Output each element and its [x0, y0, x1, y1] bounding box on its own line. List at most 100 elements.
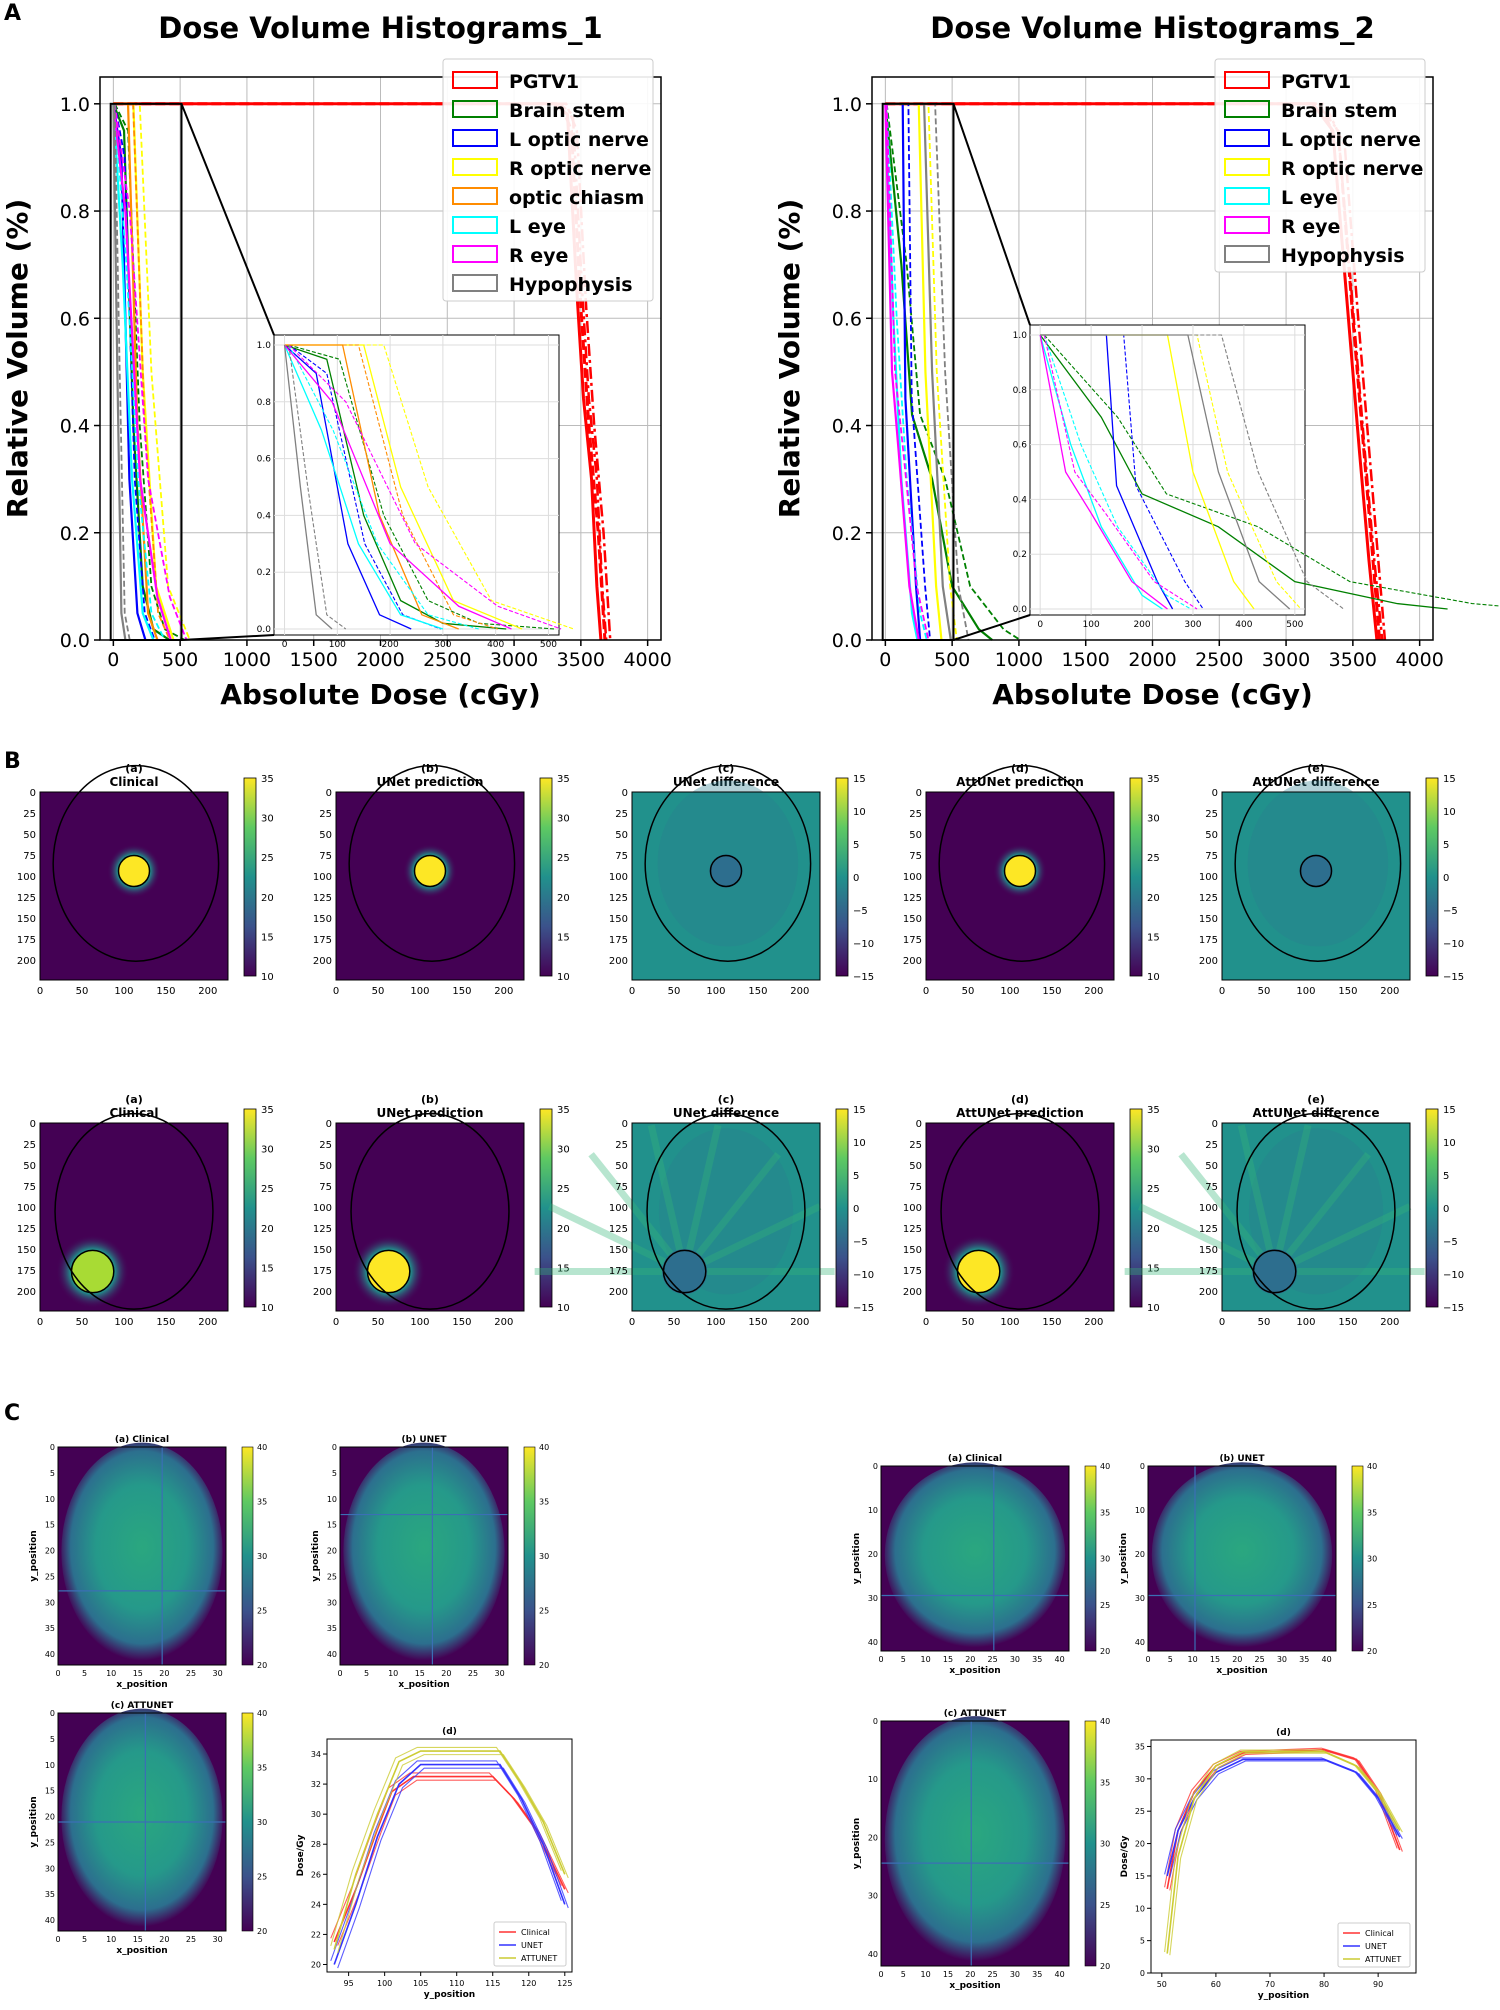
- map-x-tick: 50: [962, 986, 975, 997]
- map-x-tick: 0: [1145, 1655, 1150, 1664]
- map-y-tick: 150: [903, 1245, 922, 1256]
- tumor-high-dose: [71, 1250, 114, 1293]
- difference-ray: [1237, 1124, 1279, 1273]
- map-x-tick: 15: [1210, 1655, 1220, 1664]
- colorbar-label: 25: [1100, 1601, 1110, 1610]
- map-title: AttUNet difference: [1252, 775, 1379, 789]
- map-y-tick: 75: [909, 851, 922, 862]
- map-title: (a) Clinical: [948, 1454, 1002, 1464]
- map-y-tick: 10: [45, 1495, 55, 1504]
- map-y-label: y_position: [1119, 1533, 1129, 1584]
- map-x-tick: 150: [156, 1317, 175, 1328]
- dose-region: [61, 1708, 223, 1927]
- colorbar-label: 40: [539, 1443, 549, 1452]
- map-y-tick: 35: [45, 1890, 55, 1899]
- map-y-tick: 150: [609, 1245, 628, 1256]
- colorbar-label: 20: [1100, 1647, 1110, 1656]
- map-y-tick: 20: [45, 1813, 55, 1822]
- map-x-tick: 40: [1055, 1655, 1065, 1664]
- difference-ray: [547, 1203, 687, 1275]
- y-tick-label: 0.0: [832, 630, 862, 652]
- colorbar-label: 35: [1100, 1508, 1110, 1517]
- colorbar: [241, 1712, 254, 1932]
- y-tick-label: 10: [1135, 1904, 1145, 1913]
- map-y-tick: 10: [1135, 1506, 1145, 1515]
- map-y-tick: 50: [1205, 1161, 1218, 1172]
- map-y-tick: 150: [1199, 914, 1218, 925]
- map-x-tick: 100: [114, 986, 133, 997]
- map-x-tick: 200: [1380, 986, 1399, 997]
- map-y-tick: 25: [45, 1838, 55, 1847]
- map-x-tick: 10: [921, 1655, 931, 1664]
- y-tick-label: 26: [311, 1870, 321, 1879]
- map-x-tick: 150: [748, 986, 767, 997]
- inset-x-tick-label: 100: [1083, 620, 1100, 630]
- inset-plot-area: [273, 334, 560, 636]
- inset-series-line-variant: [1044, 334, 1345, 610]
- x-tick-label: 95: [344, 1979, 354, 1988]
- map-y-tick: 50: [23, 830, 36, 841]
- tumor-difference: [662, 1248, 708, 1295]
- y-tick-label: 35: [1135, 1742, 1145, 1751]
- colorbar-label: 20: [1367, 1647, 1377, 1656]
- map-y-tick: 150: [1199, 1245, 1218, 1256]
- colorbar-label: 15: [853, 1105, 866, 1116]
- map-x-label: x_position: [116, 1680, 167, 1690]
- map-y-tick: 150: [313, 1245, 332, 1256]
- tumor-contour: [1252, 1249, 1297, 1294]
- map-y-tick: 10: [45, 1761, 55, 1770]
- map-x-tick: 100: [410, 1317, 429, 1328]
- inset-y-tick-label: 0.4: [1013, 495, 1028, 505]
- map-y-tick: 20: [868, 1833, 878, 1842]
- map-frame: [925, 791, 1115, 981]
- profile-line-unet: [337, 1767, 569, 1969]
- profile-line-attunet: [330, 1746, 562, 1946]
- map-x-tick: 35: [1299, 1655, 1309, 1664]
- profile-line-attunet: [337, 1754, 569, 1954]
- map-x-tick: 10: [1188, 1655, 1198, 1664]
- legend-label: L optic nerve: [509, 129, 649, 151]
- map-x-tick: 200: [1380, 1317, 1399, 1328]
- colorbar: [1129, 1108, 1143, 1308]
- map-y-tick: 0: [622, 1119, 628, 1130]
- profile-x-label: y_position: [1258, 1991, 1309, 2001]
- colorbar: [1351, 1465, 1364, 1652]
- map-x-tick: 40: [1322, 1655, 1332, 1664]
- inset-plot-area: [1029, 324, 1306, 616]
- map-y-tick: 50: [319, 1161, 332, 1172]
- map-x-tick: 0: [1219, 1317, 1225, 1328]
- map-x-tick: 10: [106, 1935, 116, 1944]
- map-y-tick: 10: [868, 1775, 878, 1784]
- legend-swatch: [1224, 216, 1270, 234]
- colorbar-label: −15: [853, 1303, 874, 1314]
- map-y-tick: 200: [313, 956, 332, 967]
- colorbar-label: 15: [261, 1263, 274, 1274]
- map-x-tick: 25: [1255, 1655, 1265, 1664]
- map-x-tick: 0: [923, 986, 929, 997]
- colorbar-label: 25: [261, 1184, 274, 1195]
- map-y-tick: 50: [909, 830, 922, 841]
- map-x-tick: 10: [106, 1669, 116, 1678]
- x-tick-label: 1000: [995, 649, 1043, 671]
- colorbar-label: 35: [557, 1105, 570, 1116]
- colorbar-label: 35: [539, 1498, 549, 1507]
- map-y-label: y_position: [852, 1818, 862, 1869]
- map-x-tick: 20: [159, 1669, 169, 1678]
- map-x-tick: 15: [943, 1655, 953, 1664]
- map-y-tick: 0: [622, 788, 628, 799]
- inset-x-tick-label: 500: [540, 640, 557, 650]
- map-y-tick: 40: [868, 1638, 878, 1647]
- map-y-tick: 0: [1140, 1462, 1145, 1471]
- map-y-tick: 100: [313, 1203, 332, 1214]
- map-x-tick: 15: [133, 1669, 143, 1678]
- inset-series-line: [284, 344, 459, 630]
- colorbar-label: 35: [257, 1498, 267, 1507]
- inset-x-tick-label: 400: [487, 640, 504, 650]
- map-y-tick: 100: [17, 1203, 36, 1214]
- difference-ray: [681, 1152, 781, 1274]
- colorbar: [523, 1446, 536, 1666]
- legend-label: R optic nerve: [509, 158, 651, 180]
- inset-series-line-variant: [288, 344, 347, 630]
- legend-label: R eye: [1281, 216, 1340, 238]
- y-axis-label: Relative Volume (%): [773, 199, 806, 518]
